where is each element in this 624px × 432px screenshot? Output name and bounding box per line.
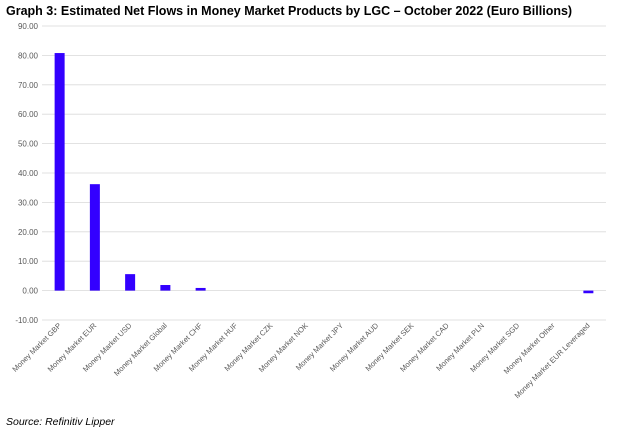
y-tick-label: 10.00: [18, 257, 39, 266]
y-tick-label: 90.00: [18, 22, 39, 31]
bar: [195, 287, 206, 291]
y-tick-label: -10.00: [15, 316, 38, 325]
y-tick-label: 30.00: [18, 198, 39, 207]
bar: [125, 274, 136, 291]
y-tick-label: 50.00: [18, 140, 39, 149]
x-category-label: Money Market EUR Leveraged: [513, 321, 592, 400]
y-tick-label: 0.00: [22, 287, 38, 296]
y-axis-ticks: -10.00 0.00 10.00 20.00 30.00 40.00 50.00 60.00…: [15, 22, 38, 325]
bar: [54, 53, 65, 291]
bar: [160, 285, 171, 291]
bar: [89, 184, 100, 291]
y-tick-label: 20.00: [18, 228, 39, 237]
chart-title: Graph 3: Estimated Net Flows in Money Ma…: [6, 4, 573, 18]
bar: [583, 290, 594, 294]
y-tick-label: 70.00: [18, 81, 39, 90]
bars: [54, 53, 594, 294]
y-tick-label: 60.00: [18, 110, 39, 119]
y-tick-label: 40.00: [18, 169, 39, 178]
source-note: Source: Refinitiv Lipper: [6, 416, 115, 428]
gridlines: [42, 25, 606, 321]
y-tick-label: 80.00: [18, 51, 39, 60]
